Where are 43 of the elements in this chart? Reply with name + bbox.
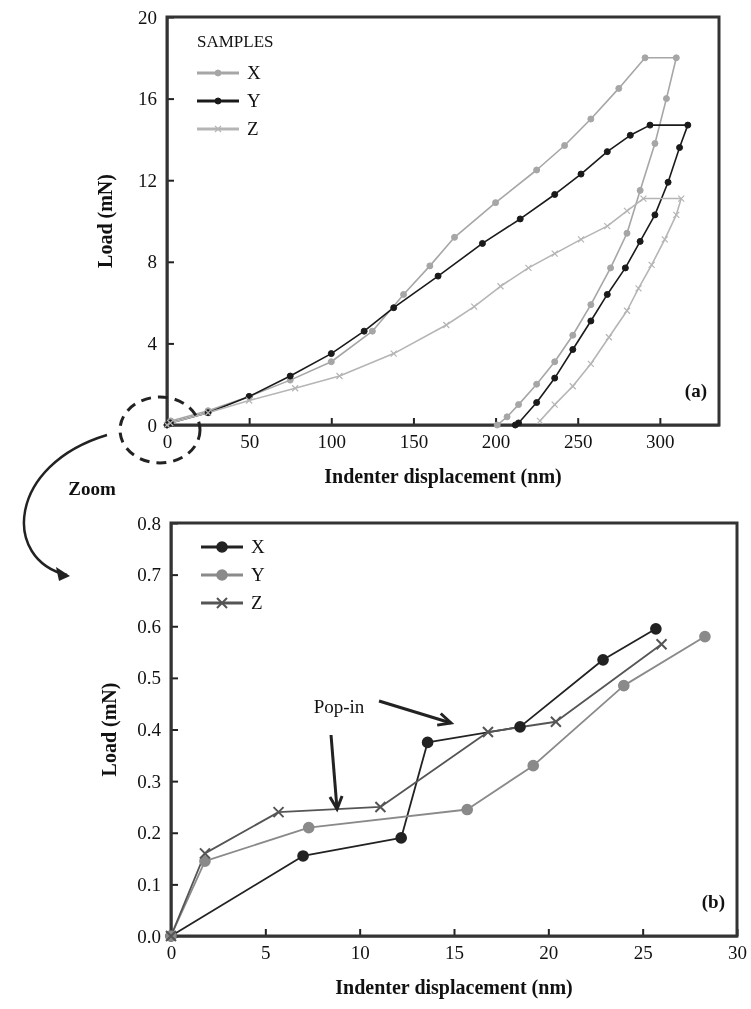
y-tick-label: 0.4 [137,719,162,741]
y-tick-label: 0.8 [137,512,161,534]
x-tick-label: 50 [240,431,260,453]
text: Zoom [68,478,116,499]
y-tick-label: 0.5 [137,667,161,689]
y-tick-label: 20 [138,6,157,28]
legend-label: X [251,536,265,557]
y-tick-label: 0.1 [137,873,161,895]
x-tick-label: 150 [399,431,429,453]
legend-label: Y [251,564,265,585]
annotation: (b) [701,891,725,913]
x-tick-label: 15 [445,942,464,964]
x-tick-label: 20 [539,942,559,964]
x-tick-label: 30 [728,942,747,964]
legend-label: Z [251,592,263,613]
y-axis-title: Load (mN) [94,174,117,268]
x-tick-label: 10 [350,942,370,964]
x-tick-label: 250 [563,431,593,453]
x-tick-label: 200 [481,431,511,453]
legend-label: X [247,62,261,83]
x-tick-label: 25 [633,942,653,964]
x-axis-title: Indenter displacement (nm) [335,976,573,999]
y-axis-title: Load (mN) [98,682,121,777]
y-tick-label: 0.0 [137,925,161,947]
y-tick-label: 4 [147,332,158,354]
y-tick-label: 16 [138,88,157,110]
x-axis-title: Indenter displacement (nm) [324,465,562,488]
legend-label: Y [247,90,261,111]
annotation: (a) [684,380,707,402]
legend-title: SAMPLES [197,32,274,51]
x-tick-label: 100 [317,431,347,453]
y-tick-label: 0.7 [137,564,161,586]
y-tick-label: 0.3 [137,770,161,792]
y-tick-label: 0 [147,414,157,436]
annotation: Pop-in [313,696,365,717]
legend-label: Z [247,118,259,139]
y-tick-label: 0.2 [137,822,161,844]
y-tick-label: 12 [138,169,157,191]
y-tick-label: 0.6 [137,615,161,637]
x-tick-label: 5 [261,942,271,964]
y-tick-label: 8 [147,251,157,273]
x-tick-label: 300 [646,431,675,453]
x-tick-label: 0 [166,942,177,964]
